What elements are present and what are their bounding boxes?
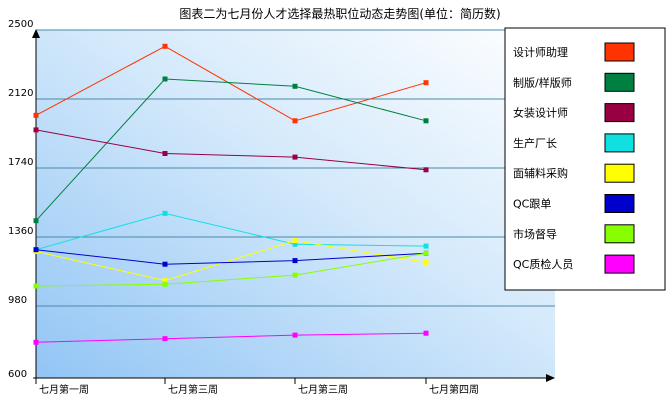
data-point: [33, 339, 39, 345]
data-point: [162, 261, 168, 267]
data-point: [162, 210, 168, 216]
legend-swatch: [604, 133, 635, 153]
data-point: [162, 278, 168, 284]
legend-swatch: [604, 194, 635, 213]
x-tick-label: 七月第四周: [429, 383, 479, 396]
legend-label: 女装设计师: [513, 106, 568, 120]
legend-box: [504, 27, 666, 291]
data-point: [292, 332, 298, 338]
data-point: [162, 151, 168, 156]
data-point: [33, 127, 39, 133]
y-tick-label: 1360: [8, 226, 33, 237]
chart-title: 图表二为七月份人才选择最热职位动态走势图(单位：简历数): [179, 6, 500, 21]
legend-label: 面辅料采购: [513, 166, 568, 180]
data-point: [423, 243, 429, 249]
legend-swatch: [604, 254, 635, 274]
legend-label: QC跟单: [513, 198, 551, 211]
legend-label: 设计师助理: [513, 45, 568, 59]
data-point: [423, 118, 429, 124]
data-point: [423, 250, 429, 256]
data-point: [162, 336, 168, 342]
data-point: [292, 258, 298, 264]
data-point: [292, 272, 298, 278]
legend-swatch: [604, 103, 635, 123]
y-tick-label: 2120: [8, 88, 33, 99]
data-point: [423, 330, 429, 336]
data-point: [33, 247, 39, 253]
legend-label: 生产厂长: [513, 136, 557, 150]
data-point: [292, 154, 298, 160]
series-line: [35, 45, 427, 122]
y-tick-label: 980: [8, 295, 27, 306]
y-axis-arrow: [32, 29, 40, 38]
series-line: [35, 78, 427, 222]
data-point: [292, 238, 298, 244]
series-line: [35, 249, 427, 265]
data-point: [162, 281, 168, 287]
data-point: [423, 259, 429, 265]
y-tick-label: 1740: [8, 157, 33, 168]
legend-swatch: [604, 72, 635, 92]
series-line: [35, 240, 427, 282]
plot-area: [36, 30, 555, 378]
data-point: [33, 283, 39, 289]
legend-label: 市场督导: [513, 227, 557, 241]
y-tick-label: 600: [8, 369, 27, 380]
legend-label: 制版/样版师: [513, 75, 572, 89]
legend-swatch: [604, 224, 635, 244]
data-point: [162, 76, 168, 82]
data-point: [292, 118, 298, 124]
data-point: [292, 241, 298, 247]
x-tick-label: 七月第一周: [39, 383, 89, 396]
data-point: [33, 112, 39, 118]
y-tick-label: 2500: [8, 19, 33, 30]
data-point: [423, 80, 429, 86]
legend-label: QC质检人员: [513, 257, 573, 271]
x-tick-label: 七月第三周: [298, 383, 348, 396]
series-line: [35, 212, 427, 251]
legend-swatch: [604, 42, 635, 62]
series-line: [35, 129, 427, 171]
legend-swatch: [604, 163, 635, 183]
x-axis-arrow: [546, 374, 555, 382]
data-point: [33, 218, 39, 224]
data-point: [162, 43, 168, 49]
data-point: [292, 83, 298, 89]
data-point: [423, 167, 429, 173]
x-tick-label: 七月第三周: [168, 383, 218, 396]
series-line: [35, 252, 427, 287]
series-line: [35, 332, 427, 343]
